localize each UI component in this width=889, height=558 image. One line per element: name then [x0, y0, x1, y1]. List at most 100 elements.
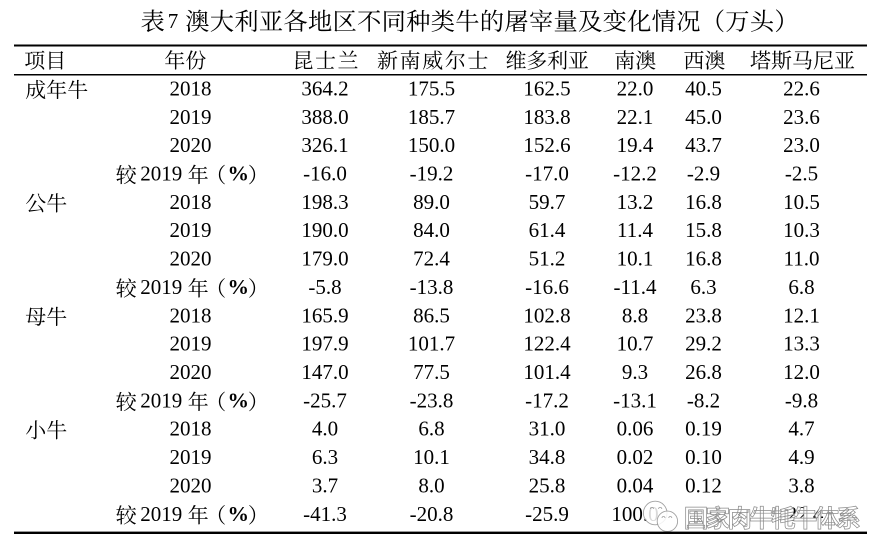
- svg-text:22.6: 22.6: [783, 76, 820, 100]
- svg-text:364.2: 364.2: [301, 76, 348, 100]
- svg-text:16.8: 16.8: [685, 190, 722, 214]
- svg-text:13.2: 13.2: [617, 190, 654, 214]
- svg-text:-19.2: -19.2: [410, 162, 454, 186]
- svg-text:8.8: 8.8: [622, 303, 648, 327]
- svg-text:0.04: 0.04: [617, 473, 654, 497]
- svg-text:-25.7: -25.7: [303, 388, 347, 412]
- svg-text:23.8: 23.8: [685, 303, 722, 327]
- svg-text:101.7: 101.7: [408, 332, 455, 356]
- svg-text:25.8: 25.8: [529, 473, 566, 497]
- svg-text:12.0: 12.0: [783, 360, 820, 384]
- svg-text:16.8: 16.8: [685, 247, 722, 271]
- svg-text:2018: 2018: [170, 76, 212, 100]
- svg-text:13.3: 13.3: [783, 332, 820, 356]
- svg-text:2019: 2019: [140, 502, 182, 526]
- svg-text:%: %: [228, 275, 250, 299]
- svg-text:84.0: 84.0: [413, 218, 450, 242]
- svg-text:179.0: 179.0: [301, 247, 348, 271]
- svg-text:-5.8: -5.8: [308, 275, 341, 299]
- svg-text:15.8: 15.8: [685, 218, 722, 242]
- svg-text:29.2: 29.2: [685, 332, 722, 356]
- svg-text:2019: 2019: [170, 105, 212, 129]
- svg-text:3.8: 3.8: [788, 473, 814, 497]
- svg-text:2019: 2019: [140, 388, 182, 412]
- svg-text:-17.0: -17.0: [525, 162, 569, 186]
- svg-text:326.1: 326.1: [301, 133, 348, 157]
- svg-text:198.3: 198.3: [301, 190, 348, 214]
- svg-text:%: %: [228, 502, 250, 526]
- svg-text:86.5: 86.5: [413, 303, 450, 327]
- svg-text:183.8: 183.8: [523, 105, 570, 129]
- svg-text:0.06: 0.06: [617, 417, 654, 441]
- svg-text:10.1: 10.1: [413, 445, 450, 469]
- svg-text:61.4: 61.4: [529, 218, 566, 242]
- svg-text:175.5: 175.5: [408, 76, 455, 100]
- svg-text:2020: 2020: [170, 247, 212, 271]
- svg-text:-9.8: -9.8: [785, 388, 818, 412]
- svg-text:31.0: 31.0: [529, 417, 566, 441]
- svg-text:102.8: 102.8: [523, 303, 570, 327]
- svg-text:152.6: 152.6: [523, 133, 570, 157]
- svg-text:0.02: 0.02: [617, 445, 654, 469]
- svg-text:0.10: 0.10: [685, 445, 722, 469]
- svg-text:-13.8: -13.8: [410, 275, 454, 299]
- svg-text:-16.0: -16.0: [303, 162, 347, 186]
- svg-text:77.5: 77.5: [413, 360, 450, 384]
- svg-text:%: %: [228, 162, 250, 186]
- svg-text:22.1: 22.1: [617, 105, 654, 129]
- svg-text:%: %: [228, 388, 250, 412]
- svg-text:12.1: 12.1: [783, 303, 820, 327]
- svg-text:10.3: 10.3: [783, 218, 820, 242]
- svg-text:185.7: 185.7: [408, 105, 455, 129]
- svg-text:22.0: 22.0: [617, 76, 654, 100]
- svg-text:150.0: 150.0: [408, 133, 455, 157]
- svg-text:6.3: 6.3: [312, 445, 338, 469]
- svg-text:0.19: 0.19: [685, 417, 722, 441]
- svg-text:6.8: 6.8: [418, 417, 444, 441]
- svg-text:-8.2: -8.2: [687, 388, 720, 412]
- svg-text:190.0: 190.0: [301, 218, 348, 242]
- svg-text:4.7: 4.7: [788, 417, 814, 441]
- svg-text:59.7: 59.7: [529, 190, 566, 214]
- svg-text:2020: 2020: [170, 133, 212, 157]
- svg-text:11.0: 11.0: [784, 247, 820, 271]
- svg-text:-17.2: -17.2: [525, 388, 569, 412]
- svg-text:-11.4: -11.4: [614, 275, 657, 299]
- svg-text:-23.8: -23.8: [410, 388, 454, 412]
- svg-text:7: 7: [168, 9, 179, 33]
- svg-text:23.0: 23.0: [783, 133, 820, 157]
- svg-text:10.7: 10.7: [617, 332, 654, 356]
- svg-text:8.0: 8.0: [418, 473, 444, 497]
- svg-text:-25.9: -25.9: [525, 502, 569, 526]
- svg-text:162.5: 162.5: [523, 76, 570, 100]
- svg-text:40.5: 40.5: [685, 76, 722, 100]
- svg-text:2018: 2018: [170, 303, 212, 327]
- svg-text:11.4: 11.4: [617, 218, 653, 242]
- svg-text:2019: 2019: [170, 218, 212, 242]
- svg-text:2019: 2019: [170, 445, 212, 469]
- svg-text:23.6: 23.6: [783, 105, 820, 129]
- svg-text:2019: 2019: [140, 275, 182, 299]
- svg-text:4.9: 4.9: [788, 445, 814, 469]
- svg-text:2019: 2019: [140, 162, 182, 186]
- svg-text:89.0: 89.0: [413, 190, 450, 214]
- svg-text:-12.2: -12.2: [613, 162, 657, 186]
- svg-text:10.5: 10.5: [783, 190, 820, 214]
- svg-text:-2.9: -2.9: [687, 162, 720, 186]
- svg-text:0.12: 0.12: [685, 473, 722, 497]
- svg-text:10.1: 10.1: [617, 247, 654, 271]
- svg-text:197.9: 197.9: [301, 332, 348, 356]
- svg-text:4.0: 4.0: [312, 417, 338, 441]
- svg-text:-13.1: -13.1: [613, 388, 657, 412]
- svg-text:101.4: 101.4: [523, 360, 571, 384]
- svg-text:-16.6: -16.6: [525, 275, 569, 299]
- svg-text:6.3: 6.3: [690, 275, 716, 299]
- svg-text:2020: 2020: [170, 360, 212, 384]
- svg-text:2018: 2018: [170, 190, 212, 214]
- svg-text:122.4: 122.4: [523, 332, 571, 356]
- svg-text:6.8: 6.8: [788, 275, 814, 299]
- svg-text:72.4: 72.4: [413, 247, 450, 271]
- svg-text:43.7: 43.7: [685, 133, 722, 157]
- svg-text:147.0: 147.0: [301, 360, 348, 384]
- svg-text:-20.8: -20.8: [410, 502, 454, 526]
